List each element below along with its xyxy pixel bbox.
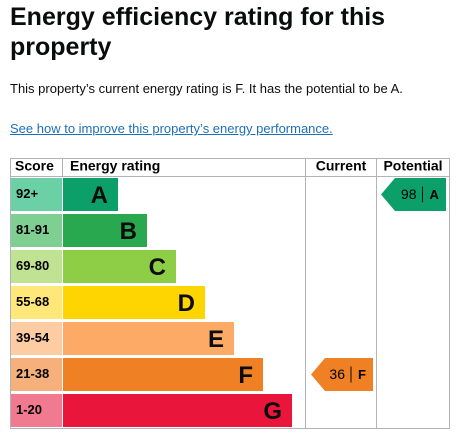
score-label: 21-38 (16, 366, 49, 381)
improve-link[interactable]: See how to improve this property’s energ… (10, 121, 333, 136)
rating-bar (63, 286, 205, 319)
header-score: Score (15, 158, 54, 174)
rating-letter: G (263, 398, 282, 425)
rating-letter: E (208, 326, 224, 353)
potential-marker (381, 178, 446, 211)
header-potential: Potential (383, 158, 442, 174)
score-cell (11, 286, 62, 319)
score-cell (11, 322, 62, 355)
rating-letter: A (91, 182, 108, 209)
header-rating: Energy rating (70, 158, 160, 174)
score-cell (11, 178, 62, 211)
summary: This property’s current energy rating is… (10, 81, 403, 96)
potential-letter: A (430, 187, 440, 202)
score-label: 39-54 (16, 330, 50, 345)
current-marker (311, 358, 373, 391)
rating-bar (63, 178, 118, 211)
table-grid (10, 158, 450, 429)
rating-letter: B (120, 218, 137, 245)
potential-value: 98 (401, 186, 417, 202)
score-label: 81-91 (16, 222, 49, 237)
page-title: Energy efficiency rating for this proper… (10, 3, 386, 61)
rating-bar (63, 322, 234, 355)
rating-bar (63, 394, 292, 427)
score-cell (11, 214, 62, 247)
score-label: 55-68 (16, 294, 49, 309)
score-cell (11, 358, 62, 391)
rating-bar (63, 250, 176, 283)
score-cell (11, 394, 62, 427)
rating-bar (63, 358, 263, 391)
current-value: 36 (329, 366, 345, 382)
rating-letter: D (178, 290, 195, 317)
score-cell (11, 250, 62, 283)
current-letter: F (358, 367, 366, 382)
score-label: 92+ (16, 186, 38, 201)
rating-letter: F (238, 362, 253, 389)
score-label: 69-80 (16, 258, 49, 273)
score-label: 1-20 (16, 402, 42, 417)
rating-letter: C (149, 254, 166, 281)
rating-bar (63, 214, 147, 247)
header-current: Current (316, 158, 367, 174)
